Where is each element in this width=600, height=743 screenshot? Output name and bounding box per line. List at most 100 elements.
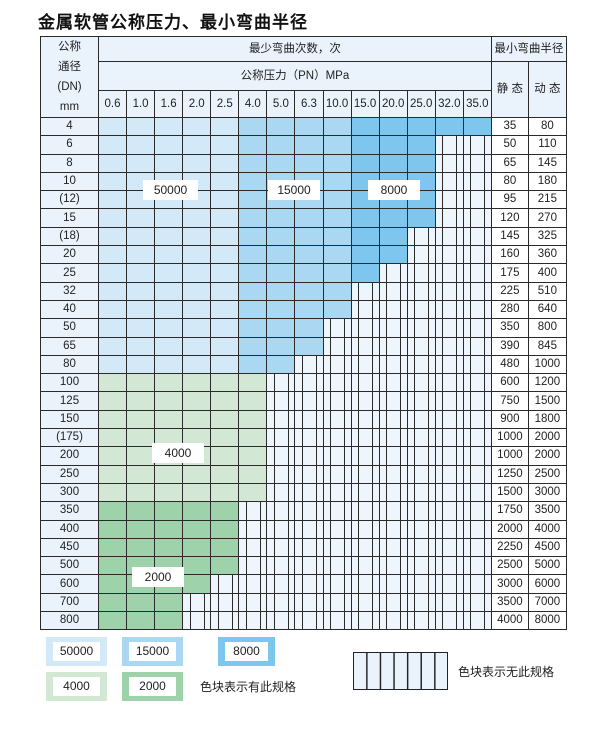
cell-unavailable <box>350 428 380 448</box>
cell-level-50000 <box>210 336 240 356</box>
cell-level-50000 <box>154 245 184 265</box>
cell-unavailable <box>210 574 240 594</box>
cell-level-50000 <box>97 190 128 210</box>
cell-unavailable <box>266 446 296 466</box>
static-radius-cell: 1250 <box>490 464 529 484</box>
cell-level-15000 <box>322 281 352 301</box>
table-row: 100 600 1200 <box>40 373 567 393</box>
pressure-tick: 10.0 <box>322 90 352 118</box>
legend-swatch-8000: 8000 <box>218 637 275 666</box>
dn-cell: 150 <box>40 409 99 430</box>
cell-unavailable <box>350 537 380 558</box>
table-row: 300 1500 3000 <box>40 482 567 503</box>
static-radius-cell: 145 <box>490 226 529 247</box>
dynamic-radius-cell: 215 <box>527 190 567 210</box>
cell-level-50000 <box>97 208 128 228</box>
cell-unavailable <box>434 354 464 375</box>
cell-level-50000 <box>210 116 240 137</box>
cell-level-50000 <box>126 226 156 247</box>
cell-level-2000 <box>154 537 184 558</box>
cell-level-4000 <box>126 482 156 503</box>
cell-level-50000 <box>126 336 156 356</box>
static-radius-cell: 160 <box>490 245 529 265</box>
dn-cell: 450 <box>40 537 99 558</box>
pressure-tick: 25.0 <box>406 90 436 118</box>
cell-unavailable <box>434 409 464 430</box>
dn-cell: 800 <box>40 611 99 631</box>
cell-unavailable <box>434 537 464 558</box>
cell-level-4000 <box>210 464 240 484</box>
cell-level-15000 <box>322 153 352 173</box>
dn-cell: (12) <box>40 190 99 210</box>
cell-unavailable <box>378 263 408 283</box>
cell-unavailable <box>294 391 324 411</box>
cell-unavailable <box>462 537 492 558</box>
cell-level-50000 <box>210 245 240 265</box>
dn-header-line: 通径 <box>58 61 81 73</box>
legend-swatch-15000: 15000 <box>122 637 183 666</box>
cell-level-15000 <box>322 171 352 192</box>
dn-header: 公称 通径 (DN) mm <box>40 36 99 118</box>
dn-cell: 50 <box>40 318 99 338</box>
cell-unavailable <box>462 226 492 247</box>
dn-header-line: (DN) <box>57 81 82 93</box>
cell-unavailable <box>462 446 492 466</box>
page-title: 金属软管公称压力、最小弯曲半径 <box>38 13 308 33</box>
cell-unavailable <box>406 446 436 466</box>
dn-cell: 300 <box>40 482 99 503</box>
dn-header-line: mm <box>59 101 80 113</box>
cell-unavailable <box>322 519 352 539</box>
cell-unavailable <box>322 556 352 576</box>
cell-unavailable <box>462 190 492 210</box>
cell-unavailable <box>378 281 408 301</box>
table-row: (175) 1000 2000 <box>40 428 567 448</box>
cell-level-50000 <box>154 281 184 301</box>
table-row: 350 1750 3500 <box>40 501 567 521</box>
cell-unavailable <box>434 556 464 576</box>
cell-unavailable <box>462 556 492 576</box>
cell-unavailable <box>238 537 268 558</box>
cell-level-15000 <box>238 135 268 155</box>
dynamic-radius-cell: 640 <box>527 299 567 320</box>
dn-cell: 400 <box>40 519 99 539</box>
cell-level-15000 <box>266 354 296 375</box>
cell-unavailable <box>266 373 296 393</box>
cell-level-50000 <box>126 263 156 283</box>
cell-level-4000 <box>126 464 156 484</box>
pressure-tick: 20.0 <box>378 90 408 118</box>
cell-level-50000 <box>126 153 156 173</box>
cell-unavailable <box>406 611 436 631</box>
dynamic-radius-cell: 1500 <box>527 391 567 411</box>
cell-level-4000 <box>238 373 268 393</box>
dn-cell: (18) <box>40 226 99 247</box>
cell-level-50000 <box>182 226 212 247</box>
cell-unavailable <box>378 299 408 320</box>
cell-unavailable <box>462 135 492 155</box>
cell-unavailable <box>406 409 436 430</box>
cell-unavailable <box>266 574 296 594</box>
cell-level-50000 <box>210 171 240 192</box>
cell-level-50000 <box>97 318 128 338</box>
cell-level-2000 <box>182 519 212 539</box>
cell-level-4000 <box>238 428 268 448</box>
static-radius-cell: 1000 <box>490 446 529 466</box>
cell-unavailable <box>182 592 212 613</box>
table-row: 450 2250 4500 <box>40 537 567 558</box>
legend-label: 50000 <box>53 642 100 661</box>
cell-unavailable <box>406 519 436 539</box>
cell-level-15000 <box>294 263 324 283</box>
static-radius-cell: 35 <box>490 116 529 137</box>
cell-unavailable <box>266 611 296 631</box>
dn-cell: 500 <box>40 556 99 576</box>
cell-unavailable <box>322 409 352 430</box>
cell-level-50000 <box>182 281 212 301</box>
cell-level-15000 <box>238 190 268 210</box>
dn-cell: 200 <box>40 446 99 466</box>
cell-unavailable <box>378 592 408 613</box>
cell-level-15000 <box>294 116 324 137</box>
cell-unavailable <box>322 537 352 558</box>
cell-level-2000 <box>154 592 184 613</box>
cell-level-50000 <box>182 245 212 265</box>
cell-unavailable <box>462 318 492 338</box>
cell-unavailable <box>266 556 296 576</box>
